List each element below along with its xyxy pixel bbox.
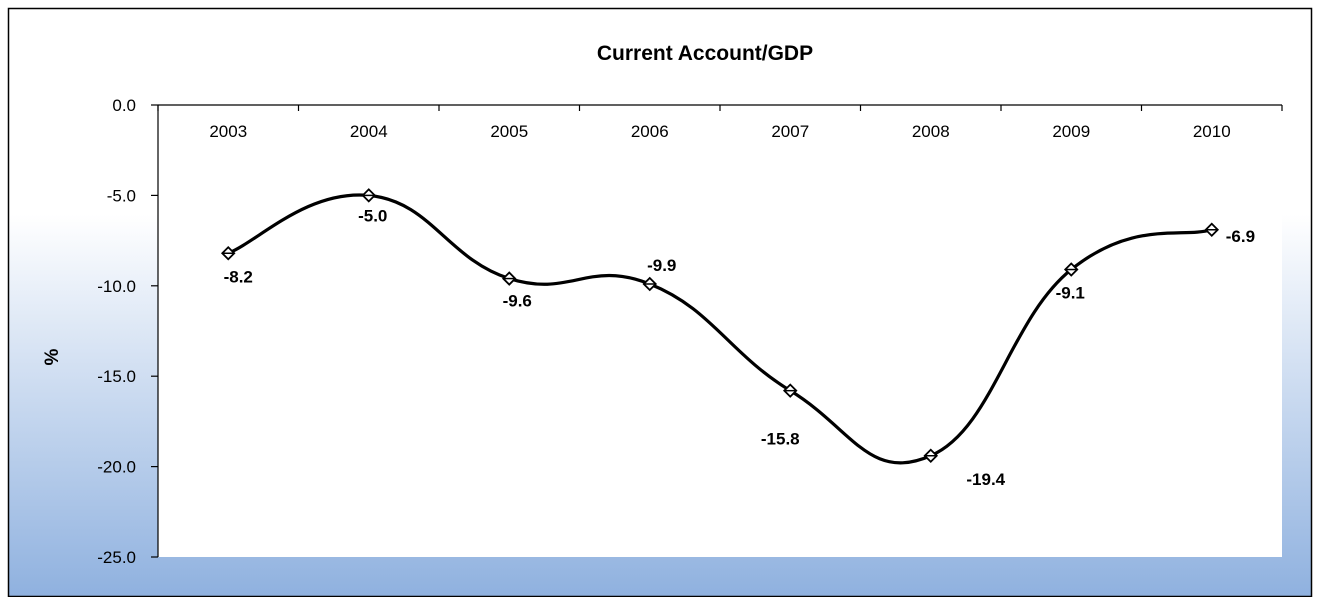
x-tick-label: 2003	[209, 122, 247, 141]
chart-title: Current Account/GDP	[597, 42, 813, 65]
data-label: -19.4	[966, 470, 1005, 489]
x-tick-label: 2005	[490, 122, 528, 141]
x-tick-label: 2004	[350, 122, 388, 141]
y-tick-label: -15.0	[97, 367, 136, 386]
data-label: -5.0	[358, 206, 387, 225]
series-line	[227, 193, 1213, 465]
data-label: -9.9	[647, 256, 676, 275]
data-label: -9.6	[503, 292, 532, 311]
tick-labels: 0.0 -5.0 -10.0 -15.0 -20.0 -25.0 2003 2004 2005 2…	[97, 96, 1230, 567]
x-tick-label: 2008	[912, 122, 950, 141]
y-tick-label: -20.0	[97, 458, 136, 477]
data-labels: -8.2 -5.0 -9.6 -9.9 -15.8 -19.4 -9.1 -6.9	[224, 206, 1255, 488]
data-label: -9.1	[1056, 284, 1085, 303]
data-label: -6.9	[1226, 227, 1255, 246]
x-tick-label: 2010	[1193, 122, 1231, 141]
x-tick-label: 2007	[771, 122, 809, 141]
y-tick-label: -5.0	[107, 186, 136, 205]
data-label: -8.2	[224, 267, 253, 286]
y-tick-label: -25.0	[97, 548, 136, 567]
x-tick-label: 2009	[1052, 122, 1090, 141]
x-tick-label: 2006	[631, 122, 669, 141]
y-tick-label: -10.0	[97, 277, 136, 296]
series-layer	[220, 188, 1220, 465]
data-label: -15.8	[761, 430, 800, 449]
y-tick-label: 0.0	[112, 96, 136, 115]
y-axis-label: %	[42, 348, 63, 365]
axes	[151, 104, 1283, 558]
